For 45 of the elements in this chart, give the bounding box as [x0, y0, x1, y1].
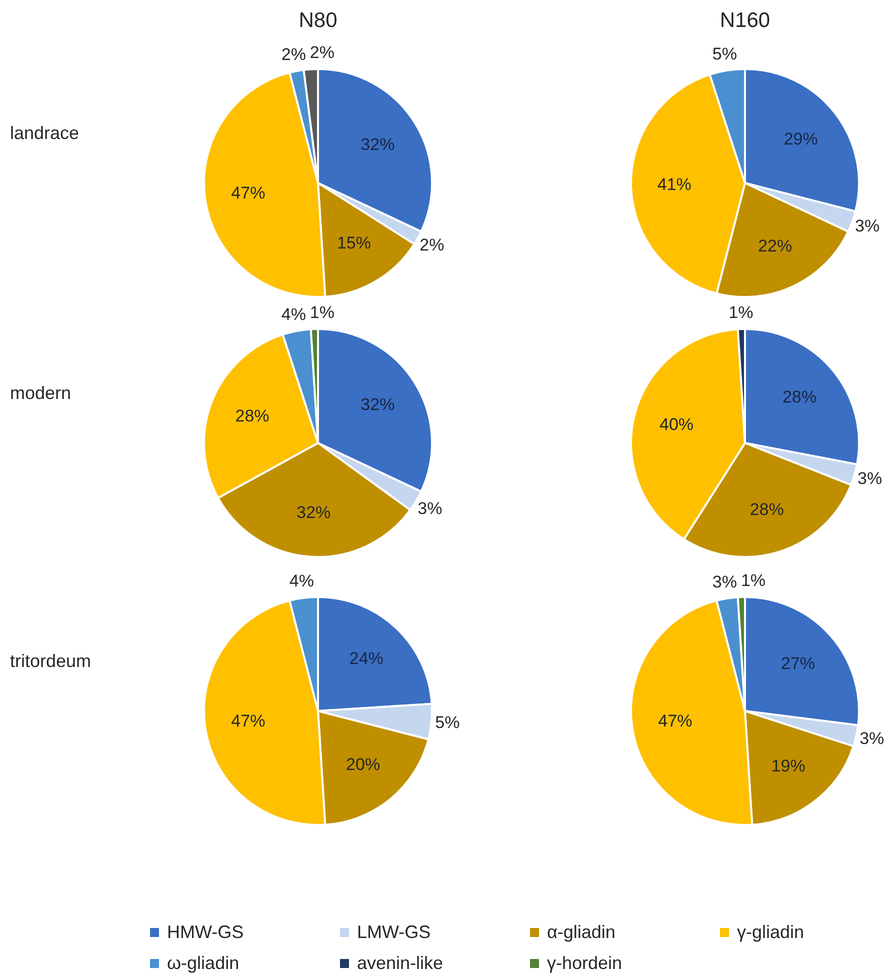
- data-label: 19%: [771, 756, 806, 776]
- data-label: 3%: [712, 572, 737, 592]
- legend-label: γ-hordein: [547, 953, 622, 974]
- legend-label: γ-gliadin: [737, 922, 804, 943]
- data-label: 4%: [289, 572, 314, 591]
- text: tritordeum: [10, 651, 92, 672]
- data-label: 28%: [235, 406, 270, 426]
- chart-title: N80: [298, 9, 338, 33]
- data-label: 40%: [660, 415, 694, 434]
- data-label: 24%: [349, 649, 384, 668]
- text: landrace: [10, 123, 80, 144]
- data-label: 32%: [360, 134, 395, 154]
- data-label: 28%: [750, 500, 784, 519]
- legend-label: HMW-GS: [167, 922, 244, 943]
- data-label: 27%: [781, 654, 816, 673]
- data-label: 2%: [420, 235, 444, 254]
- data-label: 2%: [281, 44, 306, 64]
- data-label: 5%: [712, 44, 737, 64]
- data-label: 15%: [336, 234, 371, 253]
- data-label: 47%: [231, 184, 266, 203]
- data-label: 3%: [860, 729, 884, 748]
- data-label: 32%: [296, 503, 331, 522]
- data-label: 2%: [310, 42, 334, 62]
- data-label: 1%: [728, 302, 754, 322]
- data-label: 1%: [740, 570, 766, 590]
- data-label: 47%: [231, 712, 266, 731]
- data-label: 22%: [758, 236, 792, 256]
- legend-label: LMW-GS: [357, 922, 431, 943]
- legend-label: ω-gliadin: [167, 953, 240, 974]
- legend-label: avenin-like: [357, 953, 444, 974]
- data-label: 3%: [855, 216, 880, 236]
- data-label: 3%: [418, 498, 442, 518]
- text: modern: [10, 383, 72, 404]
- data-label: 28%: [782, 388, 816, 407]
- data-label: 41%: [657, 174, 692, 194]
- chart-title: N160: [718, 9, 772, 33]
- data-label: 29%: [784, 129, 818, 148]
- data-label: 32%: [360, 394, 395, 414]
- data-label: 47%: [658, 712, 692, 731]
- data-label: 20%: [346, 755, 380, 774]
- legend-label: α-gliadin: [547, 922, 616, 943]
- data-label: 4%: [281, 304, 306, 324]
- data-label: 3%: [858, 468, 882, 488]
- data-label: 1%: [310, 302, 334, 322]
- data-label: 5%: [435, 712, 460, 732]
